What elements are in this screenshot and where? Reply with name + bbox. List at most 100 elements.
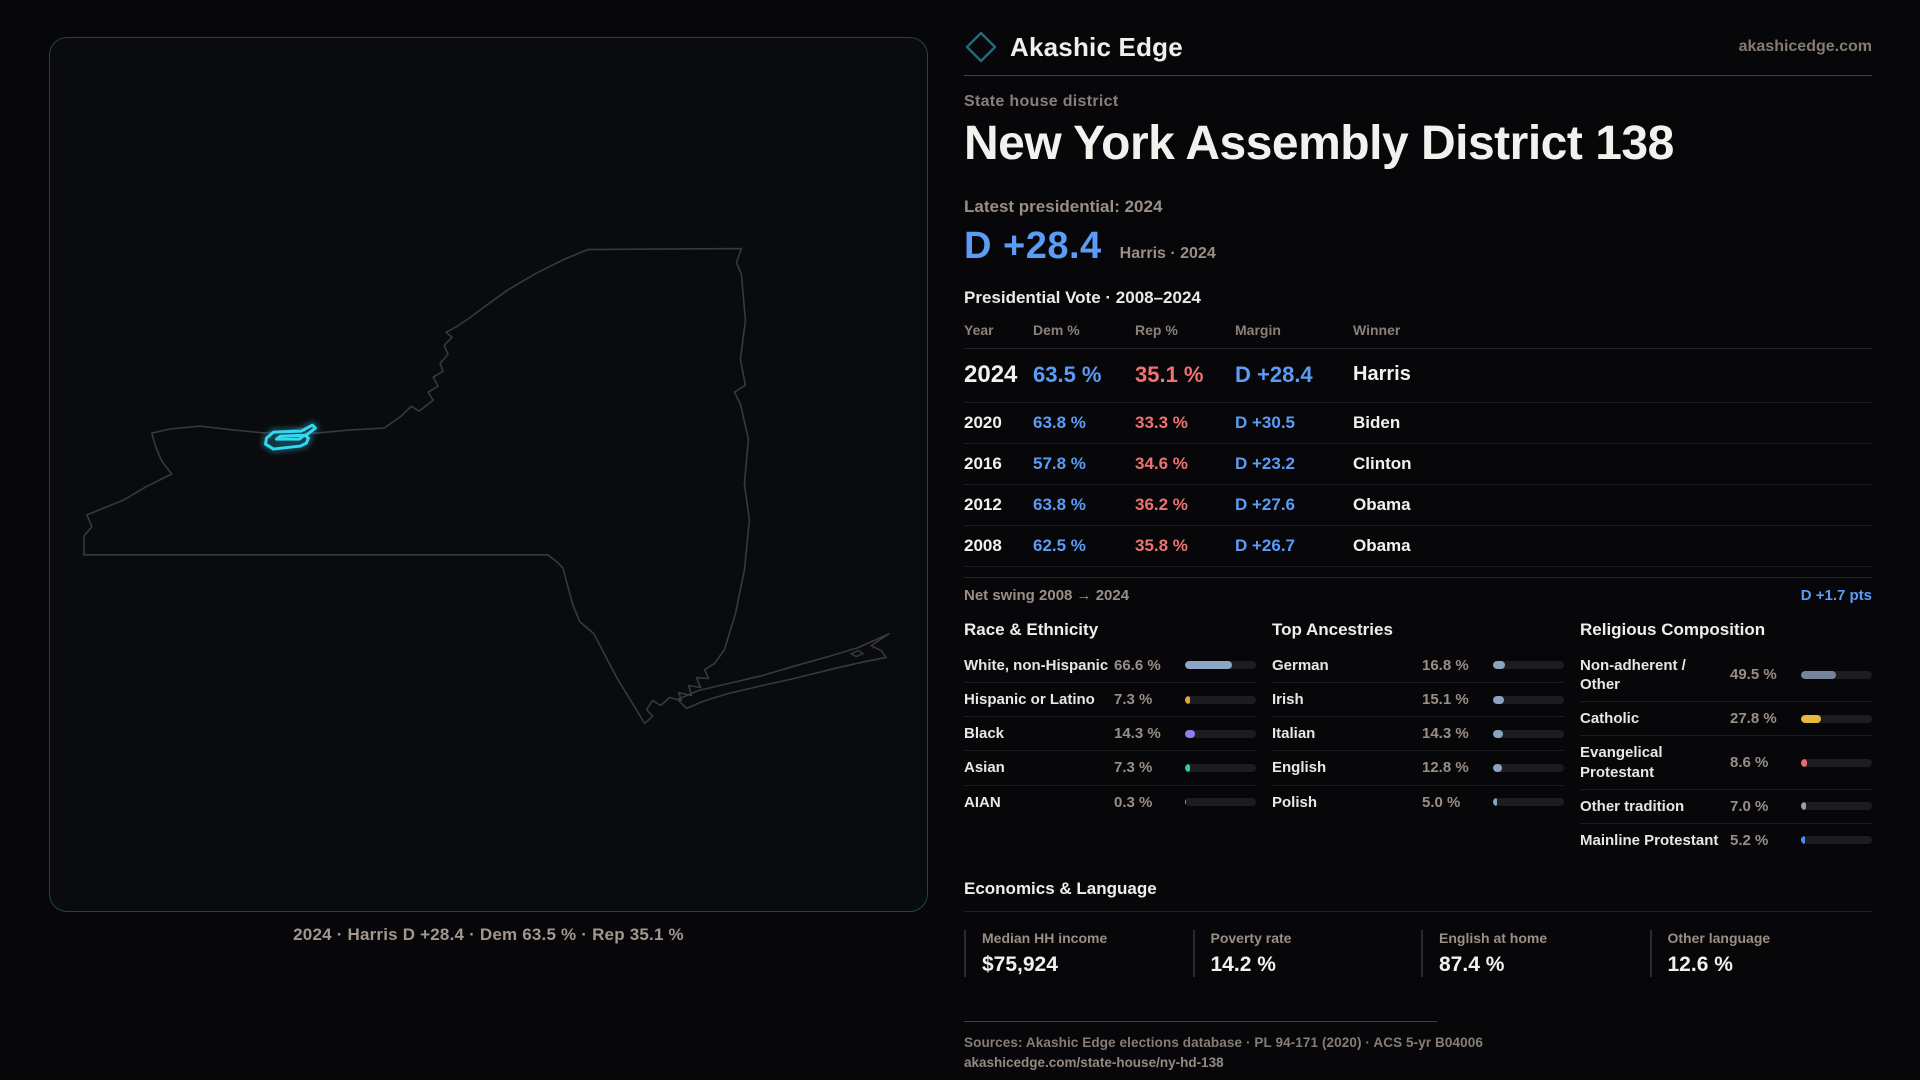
demo-bar-fill: [1801, 758, 1808, 767]
demo-heading: Top Ancestries: [1272, 619, 1393, 639]
demo-value: 14.3 %: [1422, 725, 1469, 743]
demo-bar-fill: [1185, 729, 1196, 738]
footer-divider: [964, 1021, 1437, 1023]
demo-row: White, non-Hispanic 66.6 %: [964, 649, 1256, 683]
vote-table-column-header: Year: [964, 321, 994, 338]
demo-label: Other tradition: [1580, 797, 1685, 815]
net-swing-label: Net swing 2008 → 2024: [964, 586, 1130, 604]
demo-value: 14.3 %: [1114, 725, 1161, 743]
demo-bar-fill: [1493, 729, 1504, 738]
demo-label: Black: [964, 725, 1005, 743]
demo-value: 7.0 %: [1730, 797, 1769, 815]
demo-column: Race & Ethnicity White, non-Hispanic 66.6 …: [964, 620, 1256, 857]
ny-state-outline: [83, 247, 751, 725]
vote-cell-year: 2020: [964, 412, 1002, 432]
demo-value: 27.8 %: [1730, 710, 1777, 728]
demo-bar-track: [1185, 695, 1256, 704]
demo-bar-track: [1801, 758, 1872, 767]
vote-cell-year: 2016: [964, 453, 1002, 473]
vote-table-column-header: Margin: [1235, 321, 1281, 338]
vote-cell-rep: 34.6 %: [1135, 453, 1188, 473]
demo-row: Polish 5.0 %: [1272, 786, 1564, 819]
demo-value: 8.6 %: [1730, 754, 1769, 771]
headline-margin: D +28.4: [964, 224, 1102, 267]
demo-bar-fill: [1185, 695, 1191, 704]
demo-value: 15.1 %: [1422, 691, 1469, 709]
demo-value: 5.0 %: [1422, 793, 1461, 811]
vote-cell-year: 2008: [964, 535, 1002, 555]
demo-label: White, non-Hispanic: [964, 656, 1109, 674]
demo-bar-track: [1185, 798, 1256, 807]
demo-row: English 12.8 %: [1272, 751, 1564, 786]
vote-table-row: 2016 57.8 % 34.6 % D +23.2 Clinton: [964, 444, 1872, 485]
economics-heading: Economics & Language: [964, 879, 1157, 899]
demo-bar-fill: [1493, 798, 1497, 807]
demo-bar-track: [1185, 661, 1256, 670]
demo-value: 66.6 %: [1114, 656, 1161, 674]
demo-value: 0.3 %: [1114, 793, 1153, 811]
demo-bar-track: [1493, 729, 1564, 738]
demo-value: 16.8 %: [1422, 656, 1469, 674]
vote-cell-rep: 35.1 %: [1135, 361, 1204, 387]
demo-row: Irish 15.1 %: [1272, 683, 1564, 718]
stat-block: Median HH income $75,924: [964, 930, 1187, 978]
brand-domain-link[interactable]: akashicedge.com: [1738, 38, 1872, 55]
stat-value: 12.6 %: [1667, 953, 1733, 977]
demo-row: Hispanic or Latino 7.3 %: [964, 683, 1256, 718]
demo-bar-fill: [1493, 763, 1503, 772]
demo-row: Non-adherent / Other 49.5 %: [1580, 649, 1872, 703]
demo-column: Top Ancestries German 16.8 % Irish 15.1 % Ita…: [1272, 620, 1564, 857]
demo-label: Irish: [1272, 690, 1304, 708]
vote-table-header: Year Dem % Rep % Margin Winner: [964, 314, 1872, 349]
demo-value: 12.8 %: [1422, 759, 1469, 777]
demo-row: Other tradition 7.0 %: [1580, 790, 1872, 824]
vote-table-row: 2008 62.5 % 35.8 % D +26.7 Obama: [964, 526, 1872, 567]
demo-label: Catholic: [1580, 710, 1640, 728]
demo-bar-track: [1801, 802, 1872, 811]
vote-cell-winner: Obama: [1353, 494, 1411, 514]
demo-bar-track: [1185, 763, 1256, 772]
vote-table-title: Presidential Vote · 2008–2024: [964, 287, 1201, 307]
vote-table-column-header: Dem %: [1033, 321, 1080, 338]
demo-value: 7.3 %: [1114, 759, 1153, 777]
eyebrow-label: State house district: [964, 93, 1119, 110]
stat-block: Other language 12.6 %: [1649, 930, 1873, 978]
demo-label: Polish: [1272, 793, 1318, 811]
vote-cell-margin: D +30.5: [1235, 412, 1296, 432]
economics-stats: Median HH income $75,924 Poverty rate 14.2 …: [964, 930, 1873, 978]
island-speck: [849, 649, 865, 658]
stat-value: 14.2 %: [1210, 953, 1276, 977]
demo-bar-track: [1801, 670, 1872, 679]
demo-row: Catholic 27.8 %: [1580, 702, 1872, 737]
demo-bar-fill: [1493, 695, 1504, 704]
demo-row: Black 14.3 %: [964, 717, 1256, 752]
demo-label: Italian: [1272, 725, 1316, 743]
demo-label: AIAN: [964, 793, 1001, 811]
demo-bar-track: [1493, 763, 1564, 772]
demo-bar-fill: [1801, 836, 1805, 845]
page-title: New York Assembly District 138: [964, 117, 1674, 170]
vote-cell-margin: D +27.6: [1235, 494, 1296, 514]
demo-label: Mainline Protestant: [1580, 831, 1719, 849]
headline-margin-row: D +28.4 Harris · 2024: [964, 225, 1872, 268]
demographics-grid: Race & Ethnicity White, non-Hispanic 66.6 …: [964, 620, 1872, 857]
vote-cell-winner: Obama: [1353, 535, 1411, 555]
demo-bar-track: [1493, 695, 1564, 704]
brand-header: Akashic Edge akashicedge.com: [964, 30, 1872, 76]
demo-value: 49.5 %: [1730, 666, 1777, 684]
stat-label: English at home: [1439, 930, 1548, 947]
vote-cell-rep: 35.8 %: [1135, 535, 1188, 555]
demo-row: Evangelical Protestant 8.6 %: [1580, 736, 1872, 790]
vote-cell-margin: D +26.7: [1235, 535, 1296, 555]
stat-label: Poverty rate: [1210, 930, 1292, 947]
vote-cell-dem: 57.8 %: [1033, 453, 1086, 473]
headline-margin-sub: Harris · 2024: [1119, 244, 1216, 262]
district-highlight[interactable]: [264, 423, 317, 451]
demo-bar-fill: [1801, 802, 1806, 811]
stat-value: 87.4 %: [1439, 953, 1505, 977]
vote-table-row: 2020 63.8 % 33.3 % D +30.5 Biden: [964, 403, 1872, 444]
latest-presidential-label: Latest presidential: 2024: [964, 196, 1163, 216]
footer-link[interactable]: akashicedge.com/state-house/ny-hd-138: [964, 1055, 1224, 1071]
vote-cell-dem: 63.8 %: [1033, 412, 1086, 432]
vote-cell-margin: D +23.2: [1235, 453, 1296, 473]
